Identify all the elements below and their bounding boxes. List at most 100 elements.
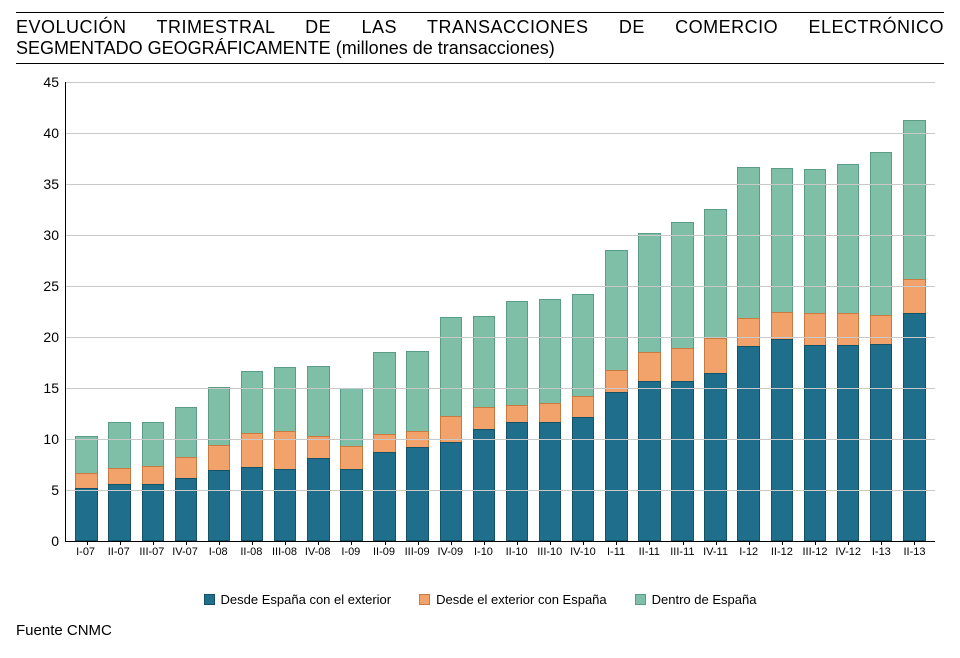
legend-label: Desde el exterior con España [436, 592, 607, 607]
x-tick-label: I-07 [69, 546, 102, 558]
bar-segment-dentro_espana [142, 422, 165, 466]
bar-segment-desde_exterior_espana [870, 315, 893, 345]
bar-segment-dentro_espana [175, 407, 198, 457]
bar-slot [70, 82, 103, 541]
bar-slot [732, 82, 765, 541]
bar-segment-dentro_espana [737, 167, 760, 318]
x-tick-label: III-12 [798, 546, 831, 558]
bar-segment-desde_exterior_espana [804, 313, 827, 346]
y-axis: 051015202530354045 [25, 82, 65, 542]
bar-segment-desde_espana_exterior [208, 470, 231, 541]
bar-slot [434, 82, 467, 541]
bar-segment-dentro_espana [373, 352, 396, 434]
plot-area [65, 82, 935, 542]
bar-segment-dentro_espana [870, 152, 893, 314]
bar-segment-dentro_espana [837, 164, 860, 313]
bar-segment-dentro_espana [307, 366, 330, 436]
stacked-bar [75, 436, 98, 541]
y-tick-label: 5 [51, 482, 59, 498]
bar-segment-desde_espana_exterior [704, 373, 727, 541]
x-axis-labels: I-07II-07III-07IV-07I-08II-08III-08IV-08… [65, 542, 935, 558]
bar-segment-desde_espana_exterior [373, 452, 396, 541]
bar-segment-desde_exterior_espana [771, 312, 794, 340]
stacked-bar [274, 367, 297, 541]
bar-segment-dentro_espana [572, 294, 595, 396]
grid-line [66, 337, 935, 338]
bar-segment-desde_espana_exterior [870, 344, 893, 541]
x-tick-label: II-08 [235, 546, 268, 558]
bar-segment-desde_exterior_espana [142, 466, 165, 484]
bar-segment-desde_espana_exterior [340, 469, 363, 541]
bar-slot [567, 82, 600, 541]
bar-segment-desde_espana_exterior [274, 469, 297, 541]
y-tick-label: 0 [51, 533, 59, 549]
bar-segment-desde_espana_exterior [75, 488, 98, 541]
bar-segment-desde_espana_exterior [638, 381, 661, 541]
grid-line [66, 439, 935, 440]
legend-swatch [635, 594, 646, 605]
bar-slot [633, 82, 666, 541]
bar-segment-desde_espana_exterior [307, 458, 330, 541]
bar-segment-dentro_espana [704, 209, 727, 339]
bar-segment-dentro_espana [473, 316, 496, 408]
bar-slot [898, 82, 931, 541]
bar-slot [699, 82, 732, 541]
bar-segment-desde_espana_exterior [837, 345, 860, 541]
bar-segment-desde_exterior_espana [903, 279, 926, 313]
bar-segment-dentro_espana [771, 168, 794, 312]
x-tick-label: I-13 [865, 546, 898, 558]
bar-segment-desde_exterior_espana [241, 433, 264, 467]
y-tick-label: 40 [43, 125, 59, 141]
bar-slot [832, 82, 865, 541]
bar-segment-dentro_espana [440, 317, 463, 416]
bar-segment-dentro_espana [241, 371, 264, 433]
x-tick-label: III-07 [135, 546, 168, 558]
stacked-bar [870, 152, 893, 541]
chart-title-block: EVOLUCIÓN TRIMESTRAL DE LAS TRANSACCIONE… [16, 12, 944, 64]
stacked-bar [406, 351, 429, 541]
bar-slot [169, 82, 202, 541]
legend-swatch [419, 594, 430, 605]
x-tick-label: I-11 [600, 546, 633, 558]
x-tick-label: IV-07 [168, 546, 201, 558]
bar-segment-desde_exterior_espana [506, 405, 529, 421]
bar-segment-desde_exterior_espana [175, 457, 198, 477]
bar-segment-desde_espana_exterior [108, 484, 131, 541]
bar-slot [335, 82, 368, 541]
legend-label: Dentro de España [652, 592, 757, 607]
grid-line [66, 490, 935, 491]
bar-slot [666, 82, 699, 541]
bar-slot [302, 82, 335, 541]
y-tick-label: 30 [43, 227, 59, 243]
bar-slot [600, 82, 633, 541]
bar-segment-desde_exterior_espana [737, 318, 760, 347]
bar-segment-desde_exterior_espana [572, 396, 595, 416]
bar-slot [798, 82, 831, 541]
x-tick-label: II-07 [102, 546, 135, 558]
bar-segment-dentro_espana [75, 436, 98, 473]
bar-segment-desde_exterior_espana [704, 338, 727, 373]
stacked-bar [340, 388, 363, 541]
legend-item-desde_exterior_espana: Desde el exterior con España [419, 592, 607, 607]
x-tick-label: II-11 [633, 546, 666, 558]
bar-segment-desde_espana_exterior [175, 478, 198, 541]
grid-line [66, 388, 935, 389]
bar-segment-desde_espana_exterior [804, 345, 827, 541]
x-tick-label: I-09 [334, 546, 367, 558]
x-tick-label: III-09 [401, 546, 434, 558]
legend-item-desde_espana_exterior: Desde España con el exterior [204, 592, 392, 607]
x-tick-label: III-10 [533, 546, 566, 558]
bar-segment-dentro_espana [605, 250, 628, 369]
stacked-bar [837, 164, 860, 541]
chart-title-line1: EVOLUCIÓN TRIMESTRAL DE LAS TRANSACCIONE… [16, 17, 944, 38]
bar-segment-dentro_espana [340, 388, 363, 446]
x-tick-label: IV-11 [699, 546, 732, 558]
stacked-bar [737, 167, 760, 541]
bar-slot [103, 82, 136, 541]
x-tick-label: II-09 [367, 546, 400, 558]
bar-segment-desde_exterior_espana [340, 446, 363, 468]
chart-container: 051015202530354045 I-07II-07III-07IV-07I… [25, 82, 935, 582]
stacked-bar [903, 120, 926, 541]
bar-segment-desde_espana_exterior [903, 313, 926, 541]
x-tick-label: II-12 [765, 546, 798, 558]
